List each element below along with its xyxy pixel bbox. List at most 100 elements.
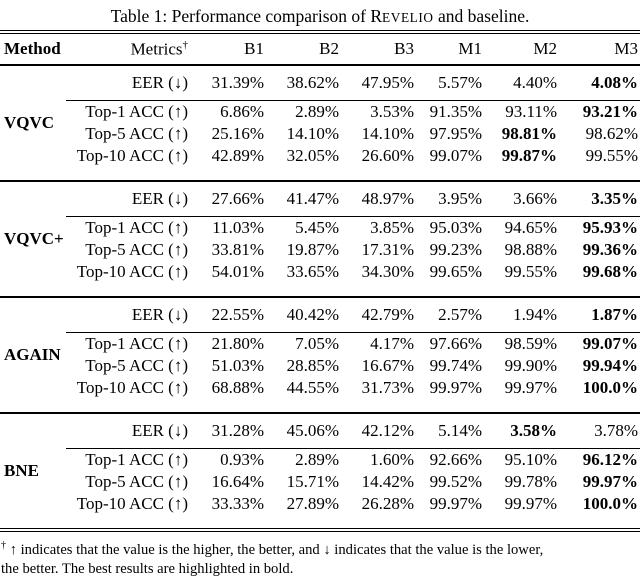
- table-row: Top-1 ACC (↑) 6.86% 2.89% 3.53% 91.35% 9…: [0, 101, 640, 124]
- table-row: AGAIN EER (↓) 22.55% 40.42% 42.79% 2.57%…: [0, 296, 640, 414]
- metric-label: EER (↓): [66, 412, 190, 449]
- value-cell: 3.53%: [370, 102, 414, 121]
- value-cell: 14.10%: [361, 124, 414, 143]
- value-cell: 19.87%: [286, 240, 339, 259]
- footnote-line-2: the better. The best results are highlig…: [1, 561, 294, 578]
- value-cell: 99.97%: [429, 378, 482, 397]
- table-row: Top-5 ACC (↑) 16.64% 15.71% 14.42% 99.52…: [0, 471, 640, 493]
- method-label: AGAIN: [0, 296, 66, 414]
- value-cell: 42.79%: [341, 296, 416, 333]
- table-row: Top-10 ACC (↑) 33.33% 27.89% 26.28% 99.9…: [0, 493, 640, 530]
- value-cell: 47.95%: [341, 65, 416, 101]
- block-vqvc-plus: VQVC+ EER (↓) 27.66% 41.47% 48.97% 3.95%…: [0, 180, 640, 298]
- value-cell-best: 93.21%: [582, 102, 638, 121]
- value-cell: 27.66%: [190, 180, 266, 217]
- value-cell: 99.97%: [504, 494, 557, 513]
- caption-text-after: and baseline.: [433, 6, 530, 26]
- performance-table: Method Metrics† B1 B2 B3 M1 M2 M3 VQVC E…: [0, 30, 640, 532]
- metric-label: EER (↓): [66, 180, 190, 217]
- table-row: Top-5 ACC (↑) 51.03% 28.85% 16.67% 99.74…: [0, 355, 640, 377]
- table-row: Top-5 ACC (↑) 25.16% 14.10% 14.10% 97.95…: [0, 123, 640, 145]
- table-row: Top-1 ACC (↑) 21.80% 7.05% 4.17% 97.66% …: [0, 333, 640, 356]
- value-cell: 6.86%: [220, 102, 264, 121]
- table-caption: Table 1: Performance comparison of REVEL…: [0, 0, 640, 27]
- value-cell: 28.85%: [286, 356, 339, 375]
- value-cell: 48.97%: [341, 180, 416, 217]
- value-cell-best: 100.0%: [582, 494, 638, 513]
- value-cell: 3.95%: [416, 180, 484, 217]
- value-cell: 42.89%: [211, 146, 264, 165]
- value-cell: 25.16%: [211, 124, 264, 143]
- value-cell-best: 1.87%: [559, 296, 640, 333]
- value-cell: 99.97%: [429, 494, 482, 513]
- table-row: Top-5 ACC (↑) 33.81% 19.87% 17.31% 99.23…: [0, 239, 640, 261]
- value-cell: 2.89%: [295, 450, 339, 469]
- metric-label: EER (↓): [66, 296, 190, 333]
- value-cell: 3.66%: [484, 180, 559, 217]
- value-cell: 27.89%: [286, 494, 339, 513]
- col-header-method: Method: [0, 32, 66, 66]
- value-cell: 26.28%: [361, 494, 414, 513]
- value-cell: 40.42%: [266, 296, 341, 333]
- value-cell: 31.39%: [190, 65, 266, 101]
- value-cell: 1.94%: [484, 296, 559, 333]
- value-cell: 97.95%: [429, 124, 482, 143]
- table-row: Top-1 ACC (↑) 11.03% 5.45% 3.85% 95.03% …: [0, 217, 640, 240]
- value-cell: 98.59%: [504, 334, 557, 353]
- col-header-m3: M3: [559, 32, 640, 66]
- value-cell: 3.85%: [370, 218, 414, 237]
- value-cell: 11.03%: [212, 218, 264, 237]
- col-header-b3: B3: [341, 32, 416, 66]
- value-cell: 38.62%: [266, 65, 341, 101]
- block-again: AGAIN EER (↓) 22.55% 40.42% 42.79% 2.57%…: [0, 296, 640, 414]
- value-cell: 94.65%: [504, 218, 557, 237]
- metric-label: Top-10 ACC (↑): [76, 378, 188, 397]
- metric-label: Top-1 ACC (↑): [85, 218, 188, 237]
- value-cell: 99.52%: [429, 472, 482, 491]
- revelio-smallcaps-rest: EVELIO: [382, 10, 434, 25]
- value-cell: 2.89%: [295, 102, 339, 121]
- value-cell: 99.78%: [504, 472, 557, 491]
- value-cell: 99.23%: [429, 240, 482, 259]
- value-cell: 14.42%: [361, 472, 414, 491]
- dagger-icon: †: [182, 38, 189, 51]
- value-cell-best: 99.36%: [582, 240, 638, 259]
- value-cell: 99.90%: [504, 356, 557, 375]
- col-header-m2: M2: [484, 32, 559, 66]
- value-cell: 5.14%: [416, 412, 484, 449]
- value-cell-best: 99.07%: [582, 334, 638, 353]
- value-cell: 42.12%: [341, 412, 416, 449]
- value-cell: 93.11%: [505, 102, 557, 121]
- dagger-icon: †: [1, 540, 6, 551]
- block-vqvc: VQVC EER (↓) 31.39% 38.62% 47.95% 5.57% …: [0, 65, 640, 182]
- value-cell: 51.03%: [211, 356, 264, 375]
- table-row: VQVC+ EER (↓) 27.66% 41.47% 48.97% 3.95%…: [0, 180, 640, 298]
- revelio-smallcaps-initial: R: [370, 6, 383, 26]
- value-cell: 99.55%: [585, 146, 638, 165]
- value-cell: 31.28%: [190, 412, 266, 449]
- metric-label: Top-10 ACC (↑): [76, 494, 188, 513]
- value-cell: 99.07%: [429, 146, 482, 165]
- value-cell-best: 99.97%: [582, 472, 638, 491]
- table-row: Top-1 ACC (↑) 0.93% 2.89% 1.60% 92.66% 9…: [0, 449, 640, 472]
- value-cell: 32.05%: [286, 146, 339, 165]
- table-row: Top-10 ACC (↑) 54.01% 33.65% 34.30% 99.6…: [0, 261, 640, 297]
- value-cell-best: 99.87%: [501, 146, 557, 165]
- value-cell: 68.88%: [211, 378, 264, 397]
- value-cell-best: 100.0%: [582, 378, 638, 397]
- method-label: VQVC+: [0, 180, 66, 298]
- value-cell: 15.71%: [286, 472, 339, 491]
- value-cell: 45.06%: [266, 412, 341, 449]
- metric-label: Top-1 ACC (↑): [85, 450, 188, 469]
- table-footnote: † ↑ indicates that the value is the high…: [0, 536, 640, 580]
- value-cell: 99.65%: [429, 262, 482, 281]
- value-cell: 33.33%: [211, 494, 264, 513]
- value-cell: 41.47%: [266, 180, 341, 217]
- value-cell: 16.64%: [211, 472, 264, 491]
- value-cell: 54.01%: [211, 262, 264, 281]
- value-cell: 95.03%: [429, 218, 482, 237]
- value-cell: 14.10%: [286, 124, 339, 143]
- col-header-m1: M1: [416, 32, 484, 66]
- value-cell-best: 4.08%: [559, 65, 640, 101]
- value-cell-best: 3.35%: [559, 180, 640, 217]
